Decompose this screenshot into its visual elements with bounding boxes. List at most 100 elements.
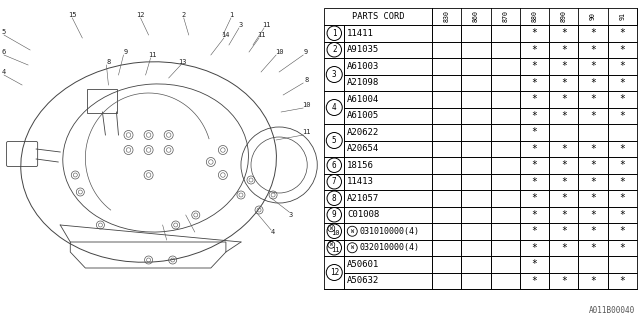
- Text: 031010000(4): 031010000(4): [359, 227, 419, 236]
- Text: A21098: A21098: [348, 78, 380, 87]
- Bar: [491, 75, 520, 91]
- Text: W: W: [351, 245, 354, 250]
- Bar: [549, 42, 579, 58]
- Text: *: *: [590, 61, 596, 71]
- Text: *: *: [620, 160, 625, 170]
- Bar: [579, 108, 608, 124]
- Bar: [344, 124, 432, 140]
- Bar: [324, 124, 344, 157]
- Bar: [491, 157, 520, 173]
- Bar: [520, 190, 549, 206]
- Text: 91: 91: [620, 12, 625, 20]
- Bar: [608, 273, 637, 289]
- Text: 11: 11: [257, 32, 266, 38]
- Bar: [608, 91, 637, 108]
- Text: 10: 10: [275, 49, 284, 55]
- Text: W: W: [330, 226, 333, 231]
- Text: 18156: 18156: [348, 161, 374, 170]
- Bar: [344, 157, 432, 173]
- Bar: [579, 124, 608, 140]
- Text: 880: 880: [532, 11, 538, 22]
- Text: A91035: A91035: [348, 45, 380, 54]
- Text: *: *: [561, 276, 567, 286]
- Text: *: *: [532, 193, 538, 203]
- Text: A20654: A20654: [348, 144, 380, 153]
- Bar: [579, 223, 608, 239]
- Bar: [324, 91, 344, 124]
- Bar: [520, 91, 549, 108]
- Text: *: *: [620, 94, 625, 104]
- Bar: [491, 108, 520, 124]
- Text: 870: 870: [502, 11, 508, 22]
- Bar: [608, 42, 637, 58]
- Bar: [344, 108, 432, 124]
- Text: *: *: [561, 226, 567, 236]
- Text: *: *: [532, 177, 538, 187]
- Bar: [491, 42, 520, 58]
- Text: 890: 890: [561, 11, 567, 22]
- Bar: [461, 256, 491, 273]
- Bar: [608, 157, 637, 173]
- Text: *: *: [561, 243, 567, 253]
- Bar: [520, 58, 549, 75]
- Bar: [491, 25, 520, 42]
- Text: 10: 10: [302, 102, 310, 108]
- Bar: [324, 256, 344, 289]
- Text: 8: 8: [106, 59, 111, 65]
- Bar: [579, 256, 608, 273]
- Bar: [608, 108, 637, 124]
- Bar: [432, 273, 461, 289]
- Bar: [520, 42, 549, 58]
- Bar: [549, 75, 579, 91]
- Bar: [579, 42, 608, 58]
- Bar: [579, 25, 608, 42]
- Bar: [549, 273, 579, 289]
- Text: *: *: [561, 45, 567, 55]
- Text: *: *: [590, 45, 596, 55]
- Bar: [344, 140, 432, 157]
- Bar: [491, 58, 520, 75]
- Text: 9: 9: [124, 49, 127, 55]
- Bar: [344, 239, 432, 256]
- Bar: [608, 239, 637, 256]
- Bar: [324, 239, 344, 256]
- Text: 2: 2: [332, 45, 337, 54]
- Text: 11: 11: [262, 22, 270, 28]
- Bar: [344, 42, 432, 58]
- Text: 11411: 11411: [348, 29, 374, 38]
- Text: W: W: [330, 242, 333, 247]
- Bar: [520, 239, 549, 256]
- Bar: [491, 223, 520, 239]
- Bar: [344, 91, 432, 108]
- Text: *: *: [561, 111, 567, 121]
- Text: A61004: A61004: [348, 95, 380, 104]
- Text: *: *: [532, 243, 538, 253]
- Text: *: *: [561, 144, 567, 154]
- Bar: [344, 206, 432, 223]
- Text: *: *: [620, 28, 625, 38]
- Bar: [520, 124, 549, 140]
- Bar: [344, 173, 432, 190]
- Bar: [520, 223, 549, 239]
- Bar: [608, 173, 637, 190]
- Bar: [549, 256, 579, 273]
- Text: A20622: A20622: [348, 128, 380, 137]
- Bar: [608, 25, 637, 42]
- Bar: [324, 25, 344, 42]
- Bar: [549, 157, 579, 173]
- Bar: [549, 173, 579, 190]
- Text: *: *: [561, 28, 567, 38]
- Bar: [461, 124, 491, 140]
- Bar: [608, 140, 637, 157]
- Bar: [549, 206, 579, 223]
- Bar: [461, 273, 491, 289]
- Bar: [549, 223, 579, 239]
- Text: *: *: [590, 28, 596, 38]
- Bar: [432, 173, 461, 190]
- Bar: [520, 108, 549, 124]
- Text: *: *: [590, 160, 596, 170]
- Text: 5: 5: [2, 29, 6, 35]
- Text: *: *: [532, 78, 538, 88]
- Bar: [491, 140, 520, 157]
- Text: 90: 90: [590, 12, 596, 20]
